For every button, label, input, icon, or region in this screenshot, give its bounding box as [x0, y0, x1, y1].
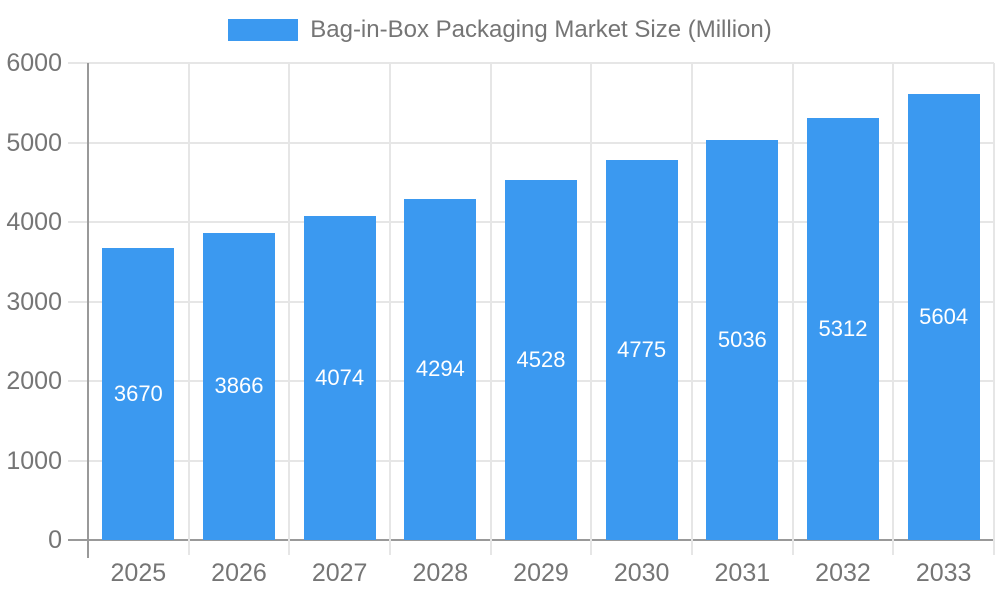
x-tick-label: 2027 — [311, 559, 368, 587]
category-gridline — [489, 63, 492, 555]
y-tick-label: 0 — [48, 526, 62, 554]
y-tick-label: 6000 — [6, 49, 62, 77]
legend-label: Bag-in-Box Packaging Market Size (Millio… — [310, 16, 772, 43]
bar[interactable]: 3670 — [102, 248, 175, 540]
legend-swatch[interactable] — [228, 19, 299, 41]
category-gridline — [288, 63, 291, 555]
x-tick-label: 2033 — [915, 559, 972, 587]
legend[interactable]: Bag-in-Box Packaging Market Size (Millio… — [0, 12, 1000, 48]
y-tick-label: 2000 — [6, 367, 62, 395]
bar-value-label: 3866 — [214, 373, 264, 399]
bar-value-label: 4074 — [315, 365, 365, 391]
x-axis-line — [68, 539, 994, 541]
x-tick-label: 2030 — [613, 559, 670, 587]
category-gridline — [187, 63, 190, 555]
category-gridline — [590, 63, 593, 555]
bar-value-label: 5036 — [717, 326, 767, 352]
x-tick-label: 2025 — [110, 559, 167, 587]
y-tick-label: 3000 — [6, 287, 62, 316]
x-tick-label: 2032 — [815, 559, 871, 587]
y-gridline — [68, 62, 994, 64]
y-tick-label: 4000 — [6, 208, 62, 236]
bar-value-label: 5312 — [818, 315, 868, 341]
bar[interactable]: 5312 — [807, 117, 879, 540]
x-tick-label: 2028 — [412, 559, 469, 587]
category-gridline — [791, 63, 794, 555]
bar[interactable]: 5604 — [907, 94, 980, 540]
bar[interactable]: 4074 — [303, 216, 376, 540]
y-tick-label: 5000 — [6, 128, 62, 157]
x-tick-label: 2031 — [714, 559, 771, 587]
y-tick-label: 1000 — [6, 446, 62, 475]
bar-value-label: 3670 — [113, 381, 163, 407]
bar[interactable]: 5036 — [706, 139, 779, 540]
category-gridline — [892, 63, 895, 555]
category-gridline — [993, 63, 995, 555]
bar[interactable]: 4775 — [605, 160, 678, 540]
x-tick-label: 2026 — [211, 559, 267, 587]
y-gridline — [68, 141, 994, 144]
y-axis-line — [87, 63, 89, 558]
bar[interactable]: 4528 — [505, 180, 577, 540]
bar-value-label: 4294 — [415, 356, 465, 382]
x-tick-label: 2029 — [513, 559, 569, 587]
bar-value-label: 4775 — [617, 337, 667, 363]
category-gridline — [389, 63, 391, 555]
bar[interactable]: 3866 — [203, 232, 275, 540]
bar-value-label: 4528 — [516, 347, 566, 372]
bar[interactable]: 4294 — [404, 198, 477, 540]
category-gridline — [691, 63, 693, 555]
bar-value-label: 5604 — [919, 304, 969, 330]
